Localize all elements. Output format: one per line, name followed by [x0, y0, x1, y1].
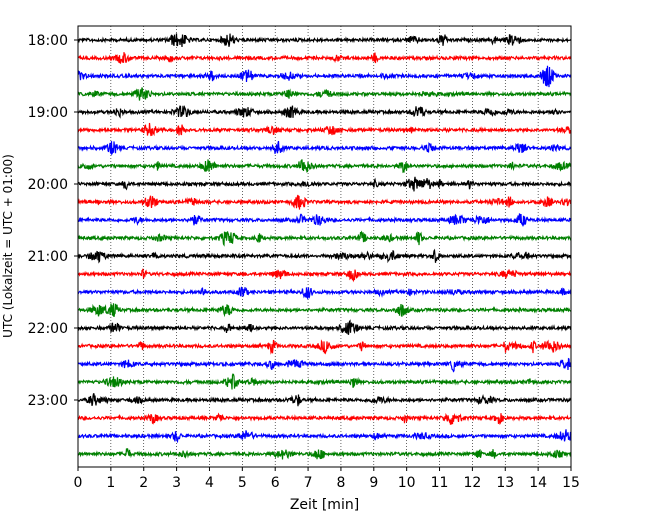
y-axis-label: UTC (Lokalzeit = UTC + 01:00)	[1, 154, 15, 338]
x-tick-label: 12	[463, 475, 481, 491]
seismic-trace	[77, 230, 572, 247]
y-tick-label: 19:00	[28, 105, 68, 121]
seismic-trace	[77, 339, 572, 355]
seismic-trace	[77, 87, 572, 101]
x-tick-label: 4	[205, 475, 214, 491]
seismic-trace	[77, 268, 572, 283]
seismic-trace	[77, 159, 572, 174]
seismic-trace	[77, 52, 572, 65]
seismic-trace	[77, 140, 572, 156]
y-tick-label: 18:00	[28, 33, 68, 49]
seismic-trace	[77, 319, 572, 335]
x-tick-label: 14	[529, 475, 547, 491]
x-tick-label: 0	[74, 475, 83, 491]
seismic-trace	[77, 412, 572, 426]
seismic-trace	[77, 373, 572, 390]
x-axis-ticks: 0 1 2 3 4 5 6 7 8 9 10 11 12 13 14 15	[74, 467, 580, 491]
x-tick-label: 15	[562, 475, 580, 491]
y-tick-label: 21:00	[28, 249, 68, 265]
seismic-trace	[77, 176, 572, 192]
x-tick-label: 2	[139, 475, 148, 491]
seismic-trace	[77, 213, 572, 227]
seismic-trace	[77, 393, 572, 407]
y-tick-label: 23:00	[28, 393, 68, 409]
x-tick-label: 8	[336, 475, 345, 491]
x-tick-label: 7	[304, 475, 313, 491]
x-tick-label: 6	[271, 475, 280, 491]
seismic-trace	[77, 286, 572, 301]
x-tick-label: 3	[172, 475, 181, 491]
seismic-trace	[77, 65, 572, 88]
x-axis-label: Zeit [min]	[290, 497, 359, 513]
seismic-trace	[77, 122, 572, 137]
x-tick-label: 9	[369, 475, 378, 491]
seismic-trace	[77, 303, 572, 318]
x-tick-label: 13	[496, 475, 514, 491]
seismic-traces	[77, 33, 572, 460]
seismic-trace	[77, 248, 572, 264]
seismic-trace	[77, 357, 572, 373]
y-tick-label: 22:00	[28, 321, 68, 337]
seismic-trace	[77, 448, 572, 460]
seismic-trace	[77, 105, 572, 119]
seismic-trace	[77, 429, 572, 444]
plot-frame	[77, 25, 572, 468]
y-tick-label: 20:00	[28, 177, 68, 193]
x-tick-label: 5	[238, 475, 247, 491]
x-tick-label: 11	[431, 475, 449, 491]
x-tick-label: 10	[398, 475, 416, 491]
y-axis-ticks: 18:00 19:00 20:00 21:00 22:00 23:00	[28, 33, 78, 409]
x-tick-label: 1	[106, 475, 115, 491]
seismic-trace	[77, 33, 572, 48]
seismic-trace	[77, 194, 572, 210]
